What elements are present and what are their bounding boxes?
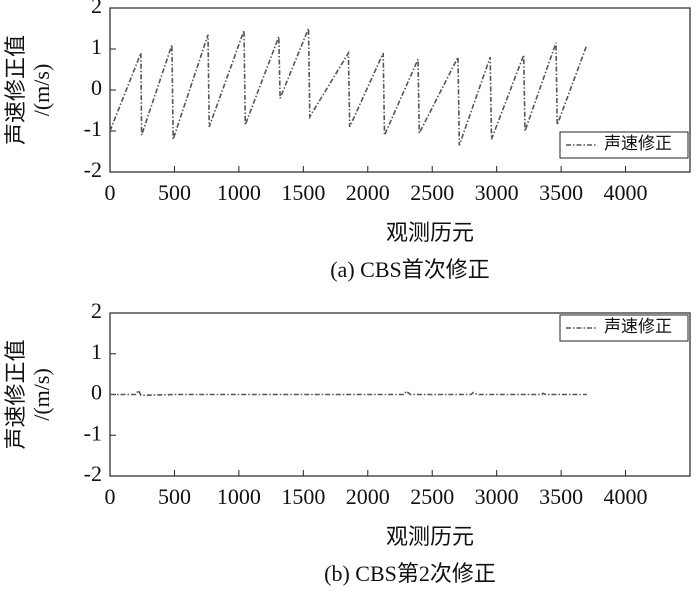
chart-title: (b) CBS第2次修正 bbox=[324, 561, 496, 586]
legend-label: 声速修正 bbox=[604, 134, 672, 153]
y-tick-label: 1 bbox=[91, 339, 102, 364]
x-tick-label: 1500 bbox=[281, 484, 325, 509]
x-axis-label: 观测历元 bbox=[386, 524, 474, 549]
x-tick-label: 3000 bbox=[475, 180, 519, 205]
data-line bbox=[110, 388, 587, 397]
x-tick-label: 500 bbox=[158, 180, 191, 205]
x-tick-label: 2500 bbox=[410, 180, 454, 205]
y-tick-label: -1 bbox=[84, 116, 102, 141]
chart-title: (a) CBS首次修正 bbox=[330, 257, 490, 282]
x-tick-label: 3500 bbox=[539, 484, 583, 509]
y-axis-label: 声速修正值 bbox=[3, 339, 28, 449]
y-tick-label: 0 bbox=[91, 75, 102, 100]
x-tick-label: 4000 bbox=[604, 180, 648, 205]
y-tick-label: 2 bbox=[91, 298, 102, 323]
x-axis-label: 观测历元 bbox=[386, 220, 474, 245]
y-tick-label: 1 bbox=[91, 34, 102, 59]
x-tick-label: 1500 bbox=[281, 180, 325, 205]
x-tick-label: 2000 bbox=[346, 180, 390, 205]
y-tick-label: -1 bbox=[84, 420, 102, 445]
x-tick-label: 1000 bbox=[217, 180, 261, 205]
x-tick-label: 3500 bbox=[539, 180, 583, 205]
y-tick-label: 2 bbox=[91, 0, 102, 18]
y-axis-label: /(m/s) bbox=[29, 368, 54, 421]
legend-label: 声速修正 bbox=[604, 317, 672, 336]
x-tick-label: 0 bbox=[105, 484, 116, 509]
y-axis-label: /(m/s) bbox=[29, 64, 54, 117]
legend: 声速修正 bbox=[559, 131, 689, 159]
y-tick-label: -2 bbox=[84, 157, 102, 182]
x-tick-label: 4000 bbox=[604, 484, 648, 509]
x-tick-label: 3000 bbox=[475, 484, 519, 509]
x-tick-label: 500 bbox=[158, 484, 191, 509]
legend: 声速修正 bbox=[559, 314, 689, 342]
y-axis-label: 声速修正值 bbox=[3, 35, 28, 145]
data-line bbox=[109, 28, 588, 146]
x-tick-label: 2000 bbox=[346, 484, 390, 509]
x-tick-label: 1000 bbox=[217, 484, 261, 509]
y-tick-label: 0 bbox=[91, 380, 102, 405]
y-tick-label: -2 bbox=[84, 461, 102, 486]
x-tick-label: 0 bbox=[105, 180, 116, 205]
x-tick-label: 2500 bbox=[410, 484, 454, 509]
